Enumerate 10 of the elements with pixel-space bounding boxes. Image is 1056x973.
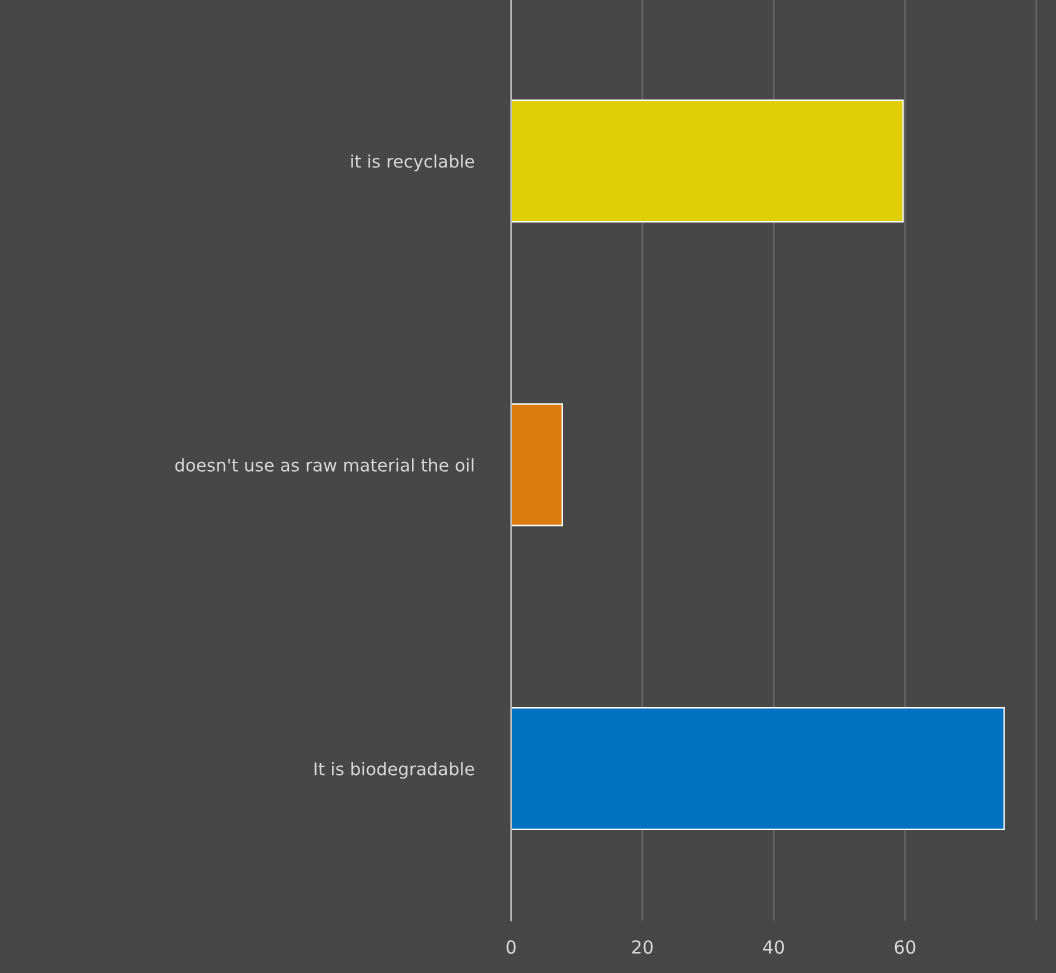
bar (511, 99, 904, 223)
x-tick-label: 0 (506, 940, 516, 954)
bar (511, 403, 564, 527)
y-tick-label: It is biodegradable (314, 761, 475, 779)
bar (511, 707, 1005, 831)
x-tick-label: 40 (763, 940, 784, 954)
y-tick-label: doesn't use as raw material the oil (175, 458, 474, 472)
y-tick-label: it is recyclable (351, 154, 475, 172)
x-tick-label: 60 (894, 940, 916, 954)
x-tick-label: 20 (632, 940, 653, 954)
